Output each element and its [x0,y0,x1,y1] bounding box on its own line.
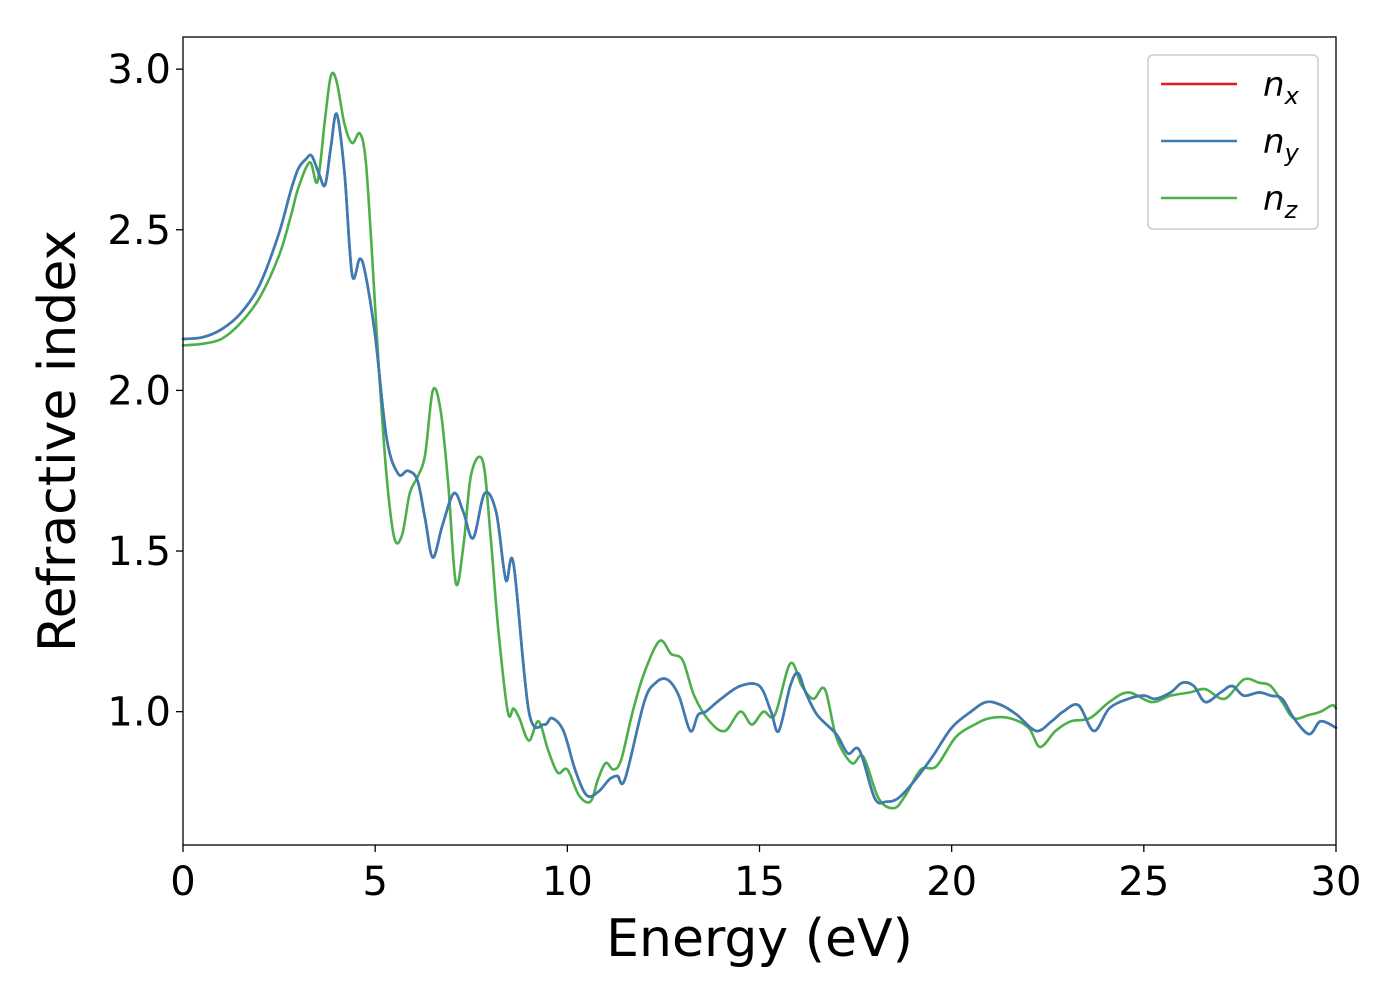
y-tick-label: 1.0 [107,690,171,736]
x-tick-label: 0 [170,859,195,905]
x-tick-label: 30 [1311,859,1362,905]
y-axis-label: Refractive index [28,230,88,652]
y-tick-label: 2.5 [107,208,171,254]
legend-label-subscript: z [1284,196,1299,224]
legend-label-subscript: x [1284,82,1300,110]
legend-label-nx: nx [1263,65,1300,110]
series-layer [181,71,1338,810]
x-tick-label: 25 [1118,859,1169,905]
x-tick-label: 5 [362,859,387,905]
x-tick-label: 10 [542,859,593,905]
legend-label-base: n [1263,179,1285,219]
x-tick-label: 20 [926,859,977,905]
x-tick-label: 15 [734,859,785,905]
legend-label-base: n [1263,122,1285,162]
legend-label-nz: nz [1263,179,1299,224]
x-axis-label: Energy (eV) [606,909,913,969]
legend-label-subscript: y [1284,139,1300,167]
y-tick-label: 1.5 [107,529,171,575]
series-line-ny [181,112,1338,805]
y-tick-label: 2.0 [107,368,171,414]
ticks-layer: 0 5 10 15 20 25 30 1.0 1.5 2.0 2.5 3.0 [107,47,1361,905]
series-line-nz [181,71,1338,810]
legend-label-ny: ny [1263,122,1300,167]
legend-label-base: n [1263,65,1285,105]
y-tick-label: 3.0 [107,47,171,93]
